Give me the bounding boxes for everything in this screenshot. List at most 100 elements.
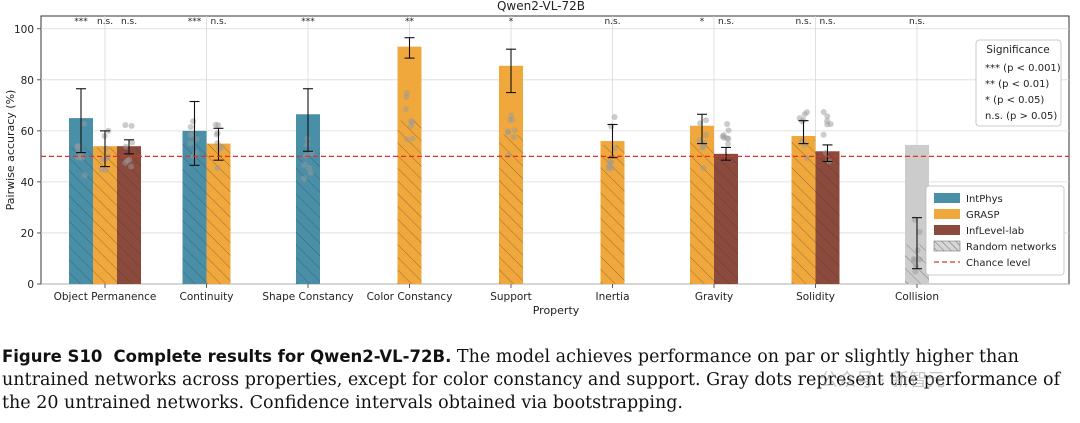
random-network-dot (720, 134, 727, 141)
random-network-dot (193, 135, 200, 142)
random-network-dot (192, 149, 199, 156)
random-network-dot (190, 118, 197, 125)
random-network-dot (122, 143, 129, 150)
significance-label: n.s. (121, 17, 137, 27)
bar-random-baseline (69, 147, 93, 284)
y-tick-label: 0 (27, 279, 34, 291)
random-network-dot (304, 141, 311, 148)
significance-label: n.s. (819, 17, 835, 27)
significance-label: * (509, 17, 514, 27)
random-network-dot (800, 117, 807, 124)
significance-label: n.s. (795, 17, 811, 27)
y-tick-label: 80 (21, 75, 34, 87)
random-network-dot (404, 136, 411, 143)
y-tick-label: 40 (21, 177, 34, 189)
legend-swatch-random-hatch (933, 240, 961, 252)
random-network-dot (219, 144, 226, 151)
significance-label: n.s. (718, 17, 734, 27)
bar-random-baseline (182, 143, 207, 284)
bar-random-baseline (117, 147, 141, 284)
caption-title: Complete results for Qwen2-VL-72B. (113, 347, 452, 366)
random-network-dot (701, 139, 708, 146)
random-network-dot (725, 127, 732, 134)
random-network-dot (128, 122, 135, 129)
x-tick-label: Solidity (796, 291, 835, 303)
plot-area: *** n.s. n.s. *** n.s. *** ** * n.s. * n.s. n.s. n.s… (40, 15, 1070, 285)
random-network-dot (307, 169, 314, 176)
significance-label: n.s. (909, 17, 925, 27)
random-network-dot (409, 135, 416, 142)
significance-legend-title: Significance (986, 44, 1050, 56)
legend-label-intphys: IntPhys (966, 194, 1003, 205)
random-network-dot (700, 165, 707, 172)
x-tick-label: Color Constancy (367, 291, 453, 303)
random-network-dot (916, 228, 923, 235)
random-network-dot (102, 167, 109, 174)
x-tick-label: Support (490, 291, 532, 303)
caption-body: The model achieves performance on par or… (2, 347, 1061, 413)
random-network-dot (911, 257, 918, 264)
random-network-dot (214, 165, 221, 172)
series-legend-box (925, 185, 1065, 276)
random-network-dot (725, 140, 732, 147)
significance-legend-line: * (p < 0.05) (985, 95, 1044, 106)
random-network-dot (301, 161, 308, 168)
significance-label: n.s. (604, 17, 620, 27)
significance-label: *** (301, 17, 315, 27)
significance-labels: *** n.s. n.s. *** n.s. *** ** * n.s. * n.s. n.s. n.s… (74, 17, 925, 27)
random-network-dot (408, 118, 415, 125)
random-network-dot (215, 122, 222, 129)
significance-label: *** (74, 17, 88, 27)
random-network-dot (511, 127, 518, 134)
random-network-dot (404, 90, 411, 97)
series-legend: IntPhys GRASP InfLevel-lab Random networ… (925, 185, 1065, 276)
random-network-dot (303, 152, 310, 159)
random-network-dot (128, 163, 135, 170)
significance-label: *** (188, 17, 202, 27)
random-network-dot (804, 109, 811, 116)
random-network-dot (801, 141, 808, 148)
y-axis-label: Pairwise accuracy (%) (4, 90, 17, 211)
random-network-dot (916, 256, 923, 263)
significance-label: n.s. (210, 17, 226, 27)
bar-random-baseline (296, 152, 320, 284)
bar-random-baseline (791, 139, 816, 284)
random-network-dot (214, 140, 221, 147)
y-tick-label: 100 (14, 24, 34, 36)
random-network-dots (74, 90, 923, 275)
significance-legend-box (975, 39, 1062, 127)
legend-label-chance: Chance level (966, 258, 1030, 269)
random-network-dot (504, 129, 511, 136)
random-network-dot (103, 145, 110, 152)
bar-random-baseline (397, 120, 422, 285)
random-network-dot (75, 147, 82, 154)
legend-label-random: Random networks (966, 242, 1056, 253)
x-tick-label: Gravity (695, 291, 733, 303)
x-tick-label: Object Permanence (54, 291, 157, 303)
random-network-dot (187, 140, 194, 147)
chart-title: Qwen2-VL-72B (497, 0, 585, 13)
random-network-dot (696, 137, 703, 144)
legend-swatch-intphys (934, 193, 960, 203)
random-network-dot (912, 262, 919, 269)
random-network-dot (402, 106, 409, 113)
significance-legend-line: *** (p < 0.001) (985, 63, 1061, 74)
random-network-dot (606, 162, 613, 169)
legend-swatch-grasp (934, 209, 960, 219)
random-network-dot (505, 152, 512, 159)
significance-legend: Significance *** (p < 0.001) ** (p < 0.0… (975, 39, 1062, 127)
random-network-dot (724, 120, 731, 127)
random-network-dot (408, 123, 415, 130)
x-axis-ticks: Object Permanence Continuity Shape Constan… (54, 284, 939, 303)
random-network-dot (611, 145, 618, 152)
x-tick-label: Inertia (596, 291, 630, 303)
y-tick-label: 60 (21, 126, 34, 138)
random-network-dot (820, 108, 827, 115)
random-network-dot (129, 139, 136, 146)
bar-random-baseline (690, 142, 714, 284)
random-network-dot (824, 117, 831, 124)
significance-legend-line: n.s. (p > 0.05) (985, 111, 1057, 122)
random-network-dot (81, 120, 88, 127)
bar-random-baseline (714, 153, 738, 284)
significance-legend-line: ** (p < 0.01) (985, 79, 1049, 90)
